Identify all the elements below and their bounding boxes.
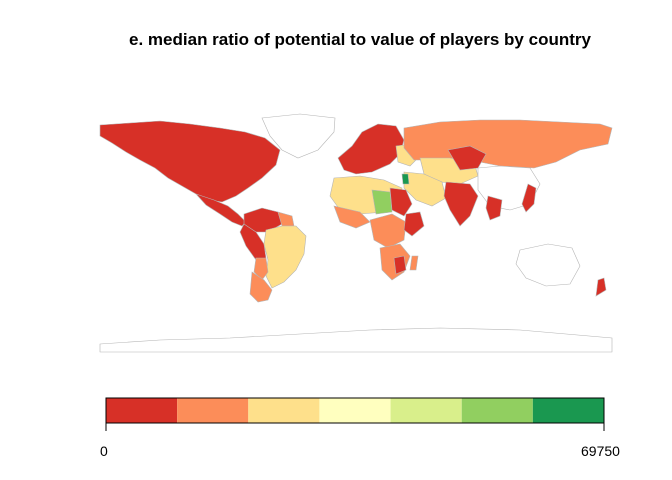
region-south-africa-red <box>393 255 407 275</box>
legend-swatch-5 <box>390 398 462 423</box>
region-southeast-asia <box>485 195 503 221</box>
region-central-africa <box>369 213 407 249</box>
region-israel <box>401 173 410 185</box>
legend-swatch-1 <box>106 398 178 423</box>
legend-swatch-7 <box>532 398 604 423</box>
region-south-asia <box>443 181 479 227</box>
legend-swatch-6 <box>461 398 533 423</box>
region-sahel-green <box>371 189 393 215</box>
legend-frame <box>105 397 605 424</box>
region-brazil <box>263 225 307 289</box>
legend-swatch-2 <box>177 398 249 423</box>
region-argentina <box>249 271 273 303</box>
region-north-america <box>99 120 281 203</box>
region-antarctica <box>99 327 613 353</box>
region-bolivia <box>253 257 269 281</box>
region-greenland <box>261 113 336 159</box>
region-east-africa <box>403 211 425 237</box>
region-australia <box>515 243 581 287</box>
legend-swatch-3 <box>248 398 320 423</box>
region-madagascar <box>409 255 419 271</box>
region-east-asia-north <box>447 145 487 171</box>
legend-max-label: 69750 <box>581 443 620 459</box>
region-northeast-africa <box>389 187 413 217</box>
map-title: e. median ratio of potential to value of… <box>129 30 591 49</box>
legend-swatch-4 <box>319 398 391 423</box>
region-new-zealand <box>595 277 607 297</box>
legend-min-label: 0 <box>100 443 108 459</box>
region-west-africa <box>333 205 371 229</box>
region-japan <box>521 183 537 213</box>
